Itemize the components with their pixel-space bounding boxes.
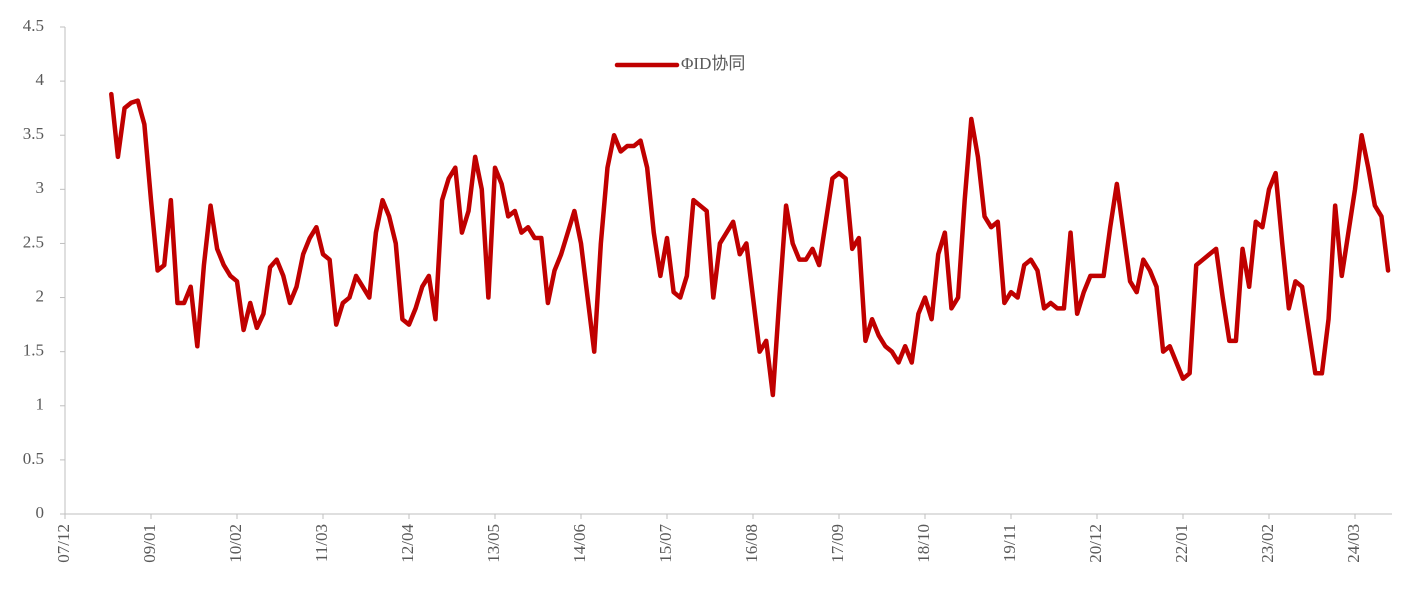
y-tick-label: 2.5 [23,232,44,251]
x-tick-label: 11/03 [312,524,331,562]
x-tick-label: 10/02 [226,524,245,563]
x-tick-label: 22/01 [1172,524,1191,563]
y-tick-label: 4.5 [23,16,44,35]
y-tick-label: 2 [36,286,45,305]
y-tick-label: 0 [36,503,45,522]
x-tick-label: 09/01 [140,524,159,563]
x-tick-label: 13/05 [484,524,503,563]
y-tick-label: 4 [36,70,45,89]
x-tick-label: 14/06 [570,524,589,563]
x-tick-label: 18/10 [914,524,933,563]
data-line [109,91,1391,398]
x-tick-label: 19/11 [1000,524,1019,562]
y-tick-label: 3.5 [23,124,44,143]
x-tick-label: 15/07 [656,524,675,563]
x-tick-label: 23/02 [1258,524,1277,563]
x-tick-label: 24/03 [1344,524,1363,563]
x-tick-label: 20/12 [1086,524,1105,563]
y-tick-label: 1 [36,395,45,414]
y-tick-label: 0.5 [23,449,44,468]
y-tick-label: 1.5 [23,341,44,360]
x-tick-label: 12/04 [398,524,417,563]
y-tick-label: 3 [36,178,45,197]
x-tick-label: 07/12 [54,524,73,563]
x-tick-label: 17/09 [828,524,847,563]
legend-label: ΦID协同 [681,54,745,73]
x-tick-label: 16/08 [742,524,761,563]
